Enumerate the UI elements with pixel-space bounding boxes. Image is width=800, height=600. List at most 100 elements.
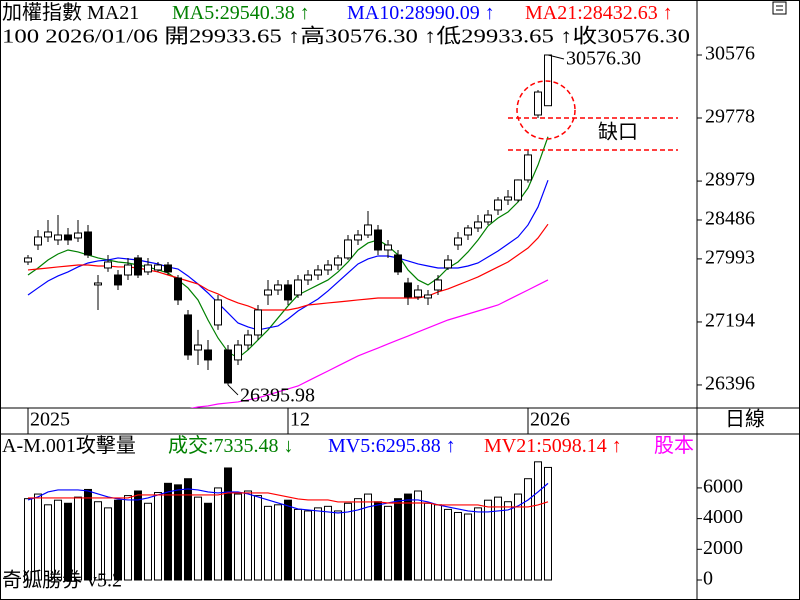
annotation-leader <box>547 54 565 60</box>
candle-body <box>34 236 42 246</box>
y-tick-label: 26396 <box>705 373 755 395</box>
volume-bar <box>494 496 502 581</box>
candle-body <box>354 234 362 241</box>
volume-bar <box>484 499 492 581</box>
volume-bar <box>224 467 232 581</box>
ma-line <box>27 223 549 311</box>
legend-entry: MA10:28990.09 ↑ <box>347 2 495 24</box>
legend-entry: MA21:28432.63 ↑ <box>525 2 673 24</box>
y-tick-label: 0 <box>703 568 713 590</box>
volume-bar <box>414 490 422 581</box>
price-plot <box>24 54 552 408</box>
y-tick-label: 30576 <box>705 43 755 65</box>
legend-entry: MV5:6295.88 ↑ <box>328 435 456 457</box>
candle-body <box>394 254 402 273</box>
candle-body <box>514 179 522 201</box>
volume-bar <box>214 487 222 581</box>
period-label: 日線 <box>725 408 765 431</box>
candle-body <box>294 279 302 296</box>
volume-bar <box>544 466 552 581</box>
volume-bar <box>464 513 472 581</box>
volume-bar <box>124 495 132 581</box>
volume-bar <box>514 493 522 581</box>
volume-bar <box>84 488 92 581</box>
volume-label: 成交:7335.48 ↓ <box>168 434 294 457</box>
volume-bar <box>404 493 412 581</box>
x-tick-label: 2025 <box>30 409 70 431</box>
volume-bar <box>104 507 112 581</box>
volume-bar <box>114 499 122 581</box>
legend-entry: MV21:5098.14 ↑ <box>484 435 622 457</box>
y-tick-label: 6000 <box>703 476 743 498</box>
candle-body <box>504 196 512 201</box>
y-tick-label: 27993 <box>705 246 755 268</box>
candle-body <box>484 214 492 223</box>
candle-body <box>524 154 532 181</box>
volume-bar <box>324 505 332 581</box>
volume-bar <box>204 502 212 581</box>
candle-body <box>134 257 142 276</box>
volume-bar <box>74 496 82 581</box>
candle-body <box>424 294 432 299</box>
candle-body <box>264 289 272 296</box>
volume-bar <box>164 482 172 581</box>
candle-body <box>404 282 412 298</box>
volume-bar <box>154 492 162 581</box>
candle-body <box>384 244 392 251</box>
volume-bar <box>434 504 442 581</box>
annotation-leader <box>227 384 239 396</box>
volume-bar <box>344 502 352 581</box>
candle-body <box>284 284 292 301</box>
volume-bar <box>54 499 62 581</box>
candle-body <box>44 231 52 238</box>
candle-body <box>234 344 242 361</box>
volume-bar <box>534 461 542 581</box>
candle-body <box>494 199 502 211</box>
legend-entry: MA5:29540.38 ↑ <box>172 2 310 24</box>
candle-body <box>94 282 102 286</box>
candle-body <box>454 237 462 246</box>
volume-bar <box>264 505 272 581</box>
chart-title: 加權指數 MA21 <box>2 1 139 24</box>
volume-bar <box>134 490 142 581</box>
gap-circle <box>516 80 576 140</box>
candle-body <box>444 259 452 269</box>
candle-body <box>194 344 202 351</box>
volume-bar <box>194 496 202 581</box>
candle-body <box>24 257 32 263</box>
candle-body <box>474 221 482 229</box>
candle-body <box>374 229 382 251</box>
volume-header: A-M.001攻擊量 成交:7335.48 ↓ MV5:6295.88 ↑ MV… <box>2 434 694 457</box>
candle-body <box>344 239 352 259</box>
x-tick-label: 2026 <box>530 409 570 431</box>
volume-bar <box>94 501 102 581</box>
candle-body <box>214 299 222 326</box>
candle-body <box>64 234 72 241</box>
volume-bar <box>44 504 52 581</box>
candle-body <box>314 269 322 276</box>
volume-title: A-M.001攻擊量 <box>2 434 136 457</box>
menu-icon[interactable] <box>772 1 787 15</box>
y-tick-label: 28486 <box>705 208 755 230</box>
high-label: 30576.30 <box>566 48 641 70</box>
candle-body <box>184 314 192 356</box>
volume-bar <box>444 508 452 581</box>
volume-bar <box>474 507 482 581</box>
volume-bar <box>144 502 152 581</box>
candle-body <box>334 257 342 266</box>
candle-body <box>274 284 282 291</box>
candle-body <box>244 334 252 346</box>
candle-body <box>104 261 112 269</box>
y-tick-label: 27194 <box>705 310 755 332</box>
candle-body <box>74 232 82 239</box>
volume-bar <box>294 508 302 581</box>
x-tick-label: 12 <box>290 409 310 431</box>
volume-bar <box>254 495 262 581</box>
y-tick-label: 29778 <box>705 106 755 128</box>
volume-bar <box>24 498 32 581</box>
candle-body <box>254 309 262 336</box>
volume-bar <box>354 498 362 581</box>
volume-bar <box>454 511 462 581</box>
volume-bar <box>334 510 342 581</box>
